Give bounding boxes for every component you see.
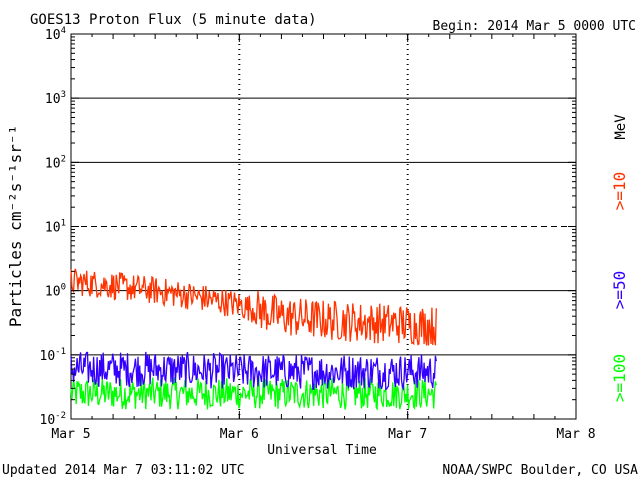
- x-tick-label: Mar 7: [388, 427, 427, 442]
- begin-date-label: Begin: 2014 Mar 5 0000 UTC: [433, 19, 637, 34]
- x-tick-label: Mar 5: [51, 427, 90, 442]
- updated-timestamp: Updated 2014 Mar 7 03:11:02 UTC: [2, 463, 245, 478]
- y-tick-label: 10-1: [40, 347, 67, 364]
- series-line: [70, 351, 437, 392]
- y-tick-label: 103: [45, 90, 66, 107]
- day-boundary-markers: [238, 34, 409, 419]
- series-line: [70, 268, 437, 346]
- y-axis: 10-2 10-1 100 101 102 103 104: [40, 26, 576, 428]
- series-layer: [70, 268, 437, 411]
- legend-entry: >=100: [610, 354, 629, 402]
- x-axis-label: Universal Time: [267, 443, 377, 458]
- y-tick-label: 100: [45, 283, 66, 300]
- y-axis-label: Particles cm⁻²s⁻¹sr⁻¹: [6, 125, 25, 327]
- y-tick-label: 101: [45, 219, 66, 236]
- legend-unit: MeV: [613, 114, 629, 140]
- x-tick-label: Mar 8: [556, 427, 595, 442]
- y-tick-label: 104: [45, 26, 66, 43]
- legend-entry: >=10: [610, 172, 629, 211]
- legend: MeV >=10 >=50 >=100: [610, 114, 629, 402]
- chart-title: GOES13 Proton Flux (5 minute data): [30, 12, 317, 28]
- source-credit: NOAA/SWPC Boulder, CO USA: [442, 463, 638, 478]
- y-tick-label: 10-2: [40, 411, 67, 428]
- legend-entry: >=50: [610, 271, 629, 310]
- x-tick-label: Mar 6: [220, 427, 259, 442]
- y-tick-label: 102: [45, 154, 66, 171]
- x-axis: Mar 5 Mar 6 Mar 7 Mar 8: [51, 34, 596, 442]
